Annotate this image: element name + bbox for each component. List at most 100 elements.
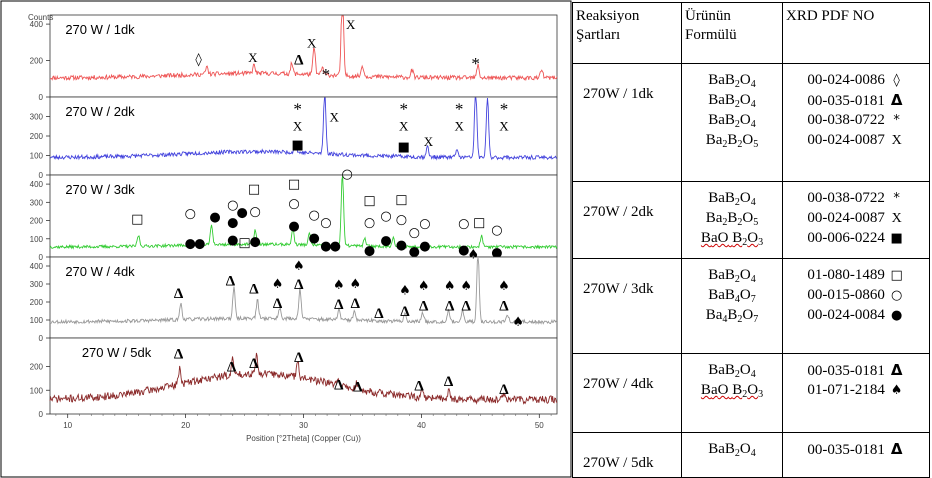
pdf-cell: 00-035-0181 Δ 01-071-2184 ♠	[782, 353, 930, 433]
condition-cell: 270W / 4dk	[572, 353, 682, 433]
pdf-number: 00-035-0181	[807, 93, 889, 109]
peak-marker: X	[248, 50, 258, 65]
peak-marker: Δ	[419, 299, 429, 315]
peak-marker: ●	[330, 239, 341, 254]
y-tick-label: 200	[30, 57, 44, 66]
peak-marker: ■	[291, 138, 303, 153]
peak-marker: □	[131, 212, 143, 227]
pdf-number: 00-035-0181	[807, 442, 889, 458]
peak-marker: X	[499, 118, 509, 133]
peak-marker: ●	[419, 239, 430, 254]
phase-symbol: ♠	[890, 383, 903, 398]
pdf-number: 00-024-0087	[807, 210, 889, 226]
pdf-cell: 00-024-0086 ◊ 00-035-0181 Δ 00-038-0722 * 0…	[782, 63, 930, 182]
formula: BaB2O4	[708, 92, 756, 110]
pdf-entry: 00-024-0084 ●	[786, 305, 926, 325]
peak-marker: Δ	[353, 380, 363, 396]
peak-marker: X	[329, 110, 339, 125]
x-tick-label: 20	[181, 421, 190, 430]
phase-symbol: *	[893, 191, 900, 206]
pdf-number: 00-035-0181	[807, 363, 889, 379]
pdf-number: 01-080-1489	[807, 267, 889, 283]
pdf-number: 00-038-0722	[807, 190, 889, 206]
peak-marker: X	[454, 118, 464, 133]
peak-marker: Δ	[499, 299, 509, 315]
peak-marker: ●	[320, 239, 331, 254]
peak-marker: ○	[364, 215, 375, 230]
peak-marker: □	[248, 182, 260, 197]
peak-marker: ♠	[418, 279, 430, 294]
peak-marker: ♠	[272, 277, 284, 292]
y-tick-label: 200	[30, 298, 44, 307]
peak-marker: ●	[194, 236, 205, 251]
peak-marker: Δ	[334, 297, 344, 313]
peak-marker: Δ	[227, 360, 237, 376]
formula-cell: BaB2O4 BaO B2O3	[681, 353, 783, 433]
pdf-number: 00-024-0087	[807, 132, 889, 148]
y-tick-label: 300	[30, 113, 44, 122]
peak-marker: Δ	[334, 377, 344, 393]
table-row: 270W / 4dk BaB2O4 BaO B2O3 00-035-0181 Δ 01-…	[572, 353, 930, 433]
formula-cell: BaB2O4 Ba2B2O5 BaO B2O3	[681, 181, 783, 259]
y-axis-label: Counts	[28, 13, 53, 22]
peak-marker: ♠	[333, 278, 345, 293]
peak-marker: ●	[249, 235, 260, 250]
panel-label: 270 W / 4dk	[65, 264, 135, 279]
peak-marker: ○	[227, 198, 238, 213]
peak-marker: Δ	[414, 379, 424, 395]
x-tick-label: 40	[417, 421, 426, 430]
formula: Ba4B2O7	[705, 307, 759, 325]
panel-frame	[49, 256, 558, 339]
peak-marker: X	[293, 118, 303, 133]
formula: BaB2O4	[708, 267, 756, 285]
peak-marker: ○	[308, 208, 319, 223]
peak-marker: ■	[398, 140, 410, 155]
phase-symbol: *	[893, 113, 900, 128]
y-tick-label: 0	[39, 171, 44, 180]
xrd-trace	[49, 97, 558, 161]
y-tick-label: 300	[30, 280, 44, 289]
formula-cell: BaB2O4	[681, 432, 783, 478]
peak-marker: *	[455, 100, 464, 119]
y-tick-label: 200	[30, 363, 44, 372]
peak-marker: ○	[249, 205, 260, 220]
peak-marker: *	[322, 65, 331, 84]
pdf-entry: 00-015-0860 ○	[786, 285, 926, 305]
y-tick-label: 0	[39, 93, 44, 102]
panel-label: 270 W / 2dk	[65, 104, 135, 119]
peak-marker: ○	[491, 223, 502, 238]
table-row: 270W / 5dk BaB2O4 00-035-0181 Δ	[572, 432, 930, 478]
xrd-trace	[49, 15, 558, 82]
x-tick-label: 30	[299, 421, 308, 430]
peak-marker: *	[399, 100, 408, 119]
peak-marker: □	[363, 194, 375, 209]
peak-marker: Δ	[174, 286, 184, 302]
phase-symbol: ○	[890, 288, 903, 303]
panel-label: 270 W / 5dk	[82, 345, 152, 360]
pdf-entry: 00-035-0181 Δ	[786, 439, 926, 459]
formula: BaB2O4	[708, 362, 756, 380]
peak-marker: ●	[237, 205, 248, 220]
phase-symbol: Δ	[890, 440, 903, 458]
formula: BaB4O7	[708, 287, 756, 305]
formula-cell: BaB2O4 BaB2O4 BaB2O4 Ba2B2O5	[681, 63, 783, 182]
y-tick-label: 100	[30, 152, 44, 161]
peak-marker: ○	[341, 167, 352, 182]
peak-marker: ○	[380, 209, 391, 224]
y-tick-label: 400	[30, 20, 44, 29]
peak-marker: ○	[396, 213, 407, 228]
y-tick-label: 400	[30, 180, 44, 189]
y-tick-label: 0	[39, 334, 44, 343]
pdf-cell: 00-038-0722 * 00-024-0087 X 00-006-0224 ■	[782, 181, 930, 259]
peak-marker: ●	[308, 231, 319, 246]
peak-marker: Δ	[351, 296, 361, 312]
pdf-entry: 01-080-1489 □	[786, 265, 926, 285]
peak-marker: Δ	[400, 304, 410, 320]
panel-frame	[49, 96, 558, 176]
x-tick-label: 50	[535, 421, 544, 430]
peak-marker: ●	[209, 210, 220, 225]
formula: BaB2O4	[708, 112, 756, 130]
peak-marker: ♠	[460, 279, 472, 294]
y-tick-label: 0	[39, 253, 44, 262]
